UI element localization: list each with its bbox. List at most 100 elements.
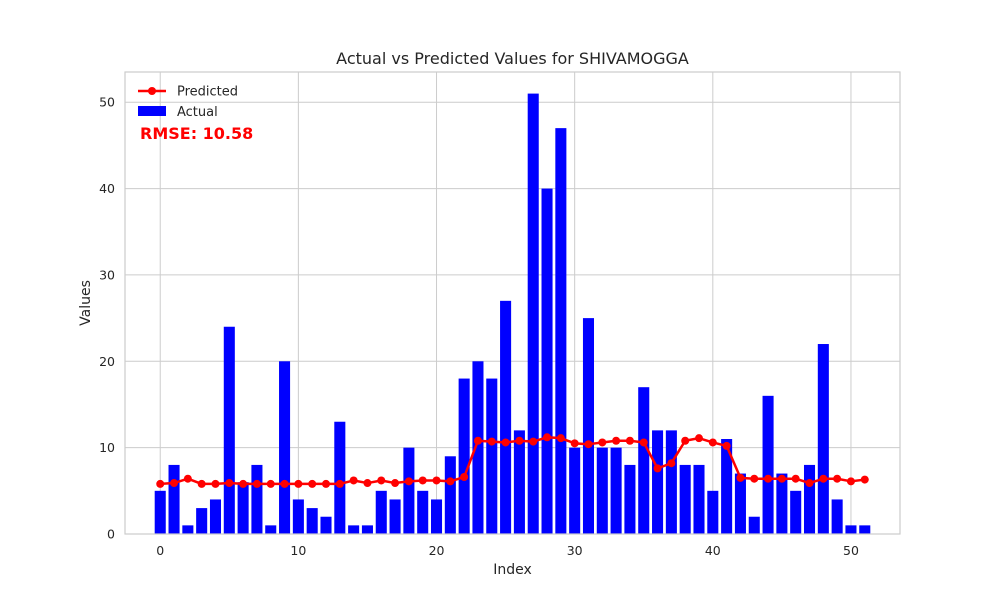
actual-bar (513, 430, 525, 534)
actual-bar (444, 456, 456, 534)
actual-bar (237, 482, 249, 534)
actual-bar (486, 378, 498, 534)
predicted-point (349, 476, 358, 485)
predicted-point (819, 474, 828, 483)
actual-bar (748, 516, 760, 534)
x-tick-label: 0 (156, 543, 164, 558)
actual-bar (361, 525, 373, 534)
predicted-point (515, 436, 524, 445)
actual-bar (569, 447, 581, 534)
actual-bar (458, 378, 470, 534)
predicted-point (653, 464, 662, 473)
actual-bar (196, 508, 208, 534)
predicted-point (335, 479, 344, 488)
x-tick-labels: 0 10 20 30 40 50 (156, 543, 859, 558)
predicted-point (446, 477, 455, 486)
actual-bar (679, 464, 691, 534)
predicted-point (280, 479, 289, 488)
actual-bar (734, 473, 746, 534)
predicted-point (211, 479, 220, 488)
actual-bar (292, 499, 304, 534)
actual-bar (279, 361, 291, 534)
predicted-point (584, 440, 593, 449)
chart-title: Actual vs Predicted Values for SHIVAMOGG… (336, 49, 689, 68)
predicted-point (501, 438, 510, 447)
predicted-point (833, 474, 842, 483)
predicted-point (404, 477, 413, 486)
actual-bar (624, 464, 636, 534)
predicted-point (363, 479, 372, 488)
predicted-point (777, 474, 786, 483)
actual-bar (223, 326, 235, 534)
actual-bar (527, 93, 539, 535)
predicted-point (252, 479, 261, 488)
predicted-point (639, 438, 648, 447)
actual-bar (790, 490, 802, 534)
predicted-point (598, 438, 607, 447)
predicted-point (197, 479, 206, 488)
predicted-point (156, 479, 165, 488)
actual-bar (845, 525, 857, 534)
actual-bar (665, 430, 677, 534)
y-tick-label: 50 (99, 95, 115, 110)
predicted-point (667, 459, 676, 468)
predicted-point (625, 436, 634, 445)
y-axis-label: Values (78, 280, 94, 326)
actual-bar (154, 490, 166, 534)
predicted-point (377, 476, 386, 485)
actual-bar (652, 430, 664, 534)
legend: Predicted Actual (138, 85, 238, 120)
predicted-point (473, 436, 482, 445)
predicted-point (183, 474, 192, 483)
legend-actual-swatch-icon (138, 106, 166, 116)
x-tick-label: 10 (290, 543, 306, 558)
predicted-point (722, 441, 731, 450)
x-tick-label: 50 (843, 543, 859, 558)
predicted-point (239, 479, 248, 488)
actual-bar (389, 499, 401, 534)
predicted-point (694, 434, 703, 443)
predicted-point (543, 433, 552, 442)
predicted-point (487, 437, 496, 446)
actual-bar (762, 395, 774, 534)
y-tick-label: 40 (99, 181, 115, 196)
actual-bar (707, 490, 719, 534)
predicted-point (460, 473, 469, 482)
actual-bar (182, 525, 194, 534)
x-tick-label: 20 (429, 543, 445, 558)
predicted-point (860, 475, 869, 484)
plot-frame (124, 71, 901, 535)
y-tick-label: 30 (99, 267, 115, 282)
actual-bar (803, 464, 816, 534)
actual-bar (320, 516, 332, 534)
y-tick-label: 10 (99, 440, 115, 455)
predicted-point (791, 474, 800, 483)
actual-bar (582, 318, 595, 534)
x-tick-label: 30 (567, 543, 583, 558)
actual-bar (859, 525, 871, 534)
actual-bar (306, 508, 318, 534)
actual-bar (817, 344, 829, 534)
predicted-point (612, 436, 621, 445)
legend-predicted-label: Predicted (177, 85, 238, 100)
actual-bar (348, 525, 360, 534)
y-tick-label: 0 (107, 527, 115, 542)
actual-bar (596, 447, 608, 534)
predicted-point (266, 479, 275, 488)
predicted-point (225, 479, 234, 488)
actual-bar (168, 464, 180, 534)
predicted-point (391, 479, 400, 488)
predicted-point (556, 434, 565, 443)
x-tick-label: 40 (705, 543, 721, 558)
actual-bar (555, 128, 567, 534)
predicted-point (294, 479, 303, 488)
predicted-point (708, 438, 717, 447)
actual-bar (209, 499, 222, 534)
actual-bar (776, 473, 788, 534)
y-tick-labels: 0 10 20 30 40 50 (99, 95, 115, 542)
legend-actual-label: Actual (177, 105, 218, 120)
actual-bar (610, 447, 622, 534)
predicted-point (570, 439, 579, 448)
actual-bar (500, 300, 512, 534)
